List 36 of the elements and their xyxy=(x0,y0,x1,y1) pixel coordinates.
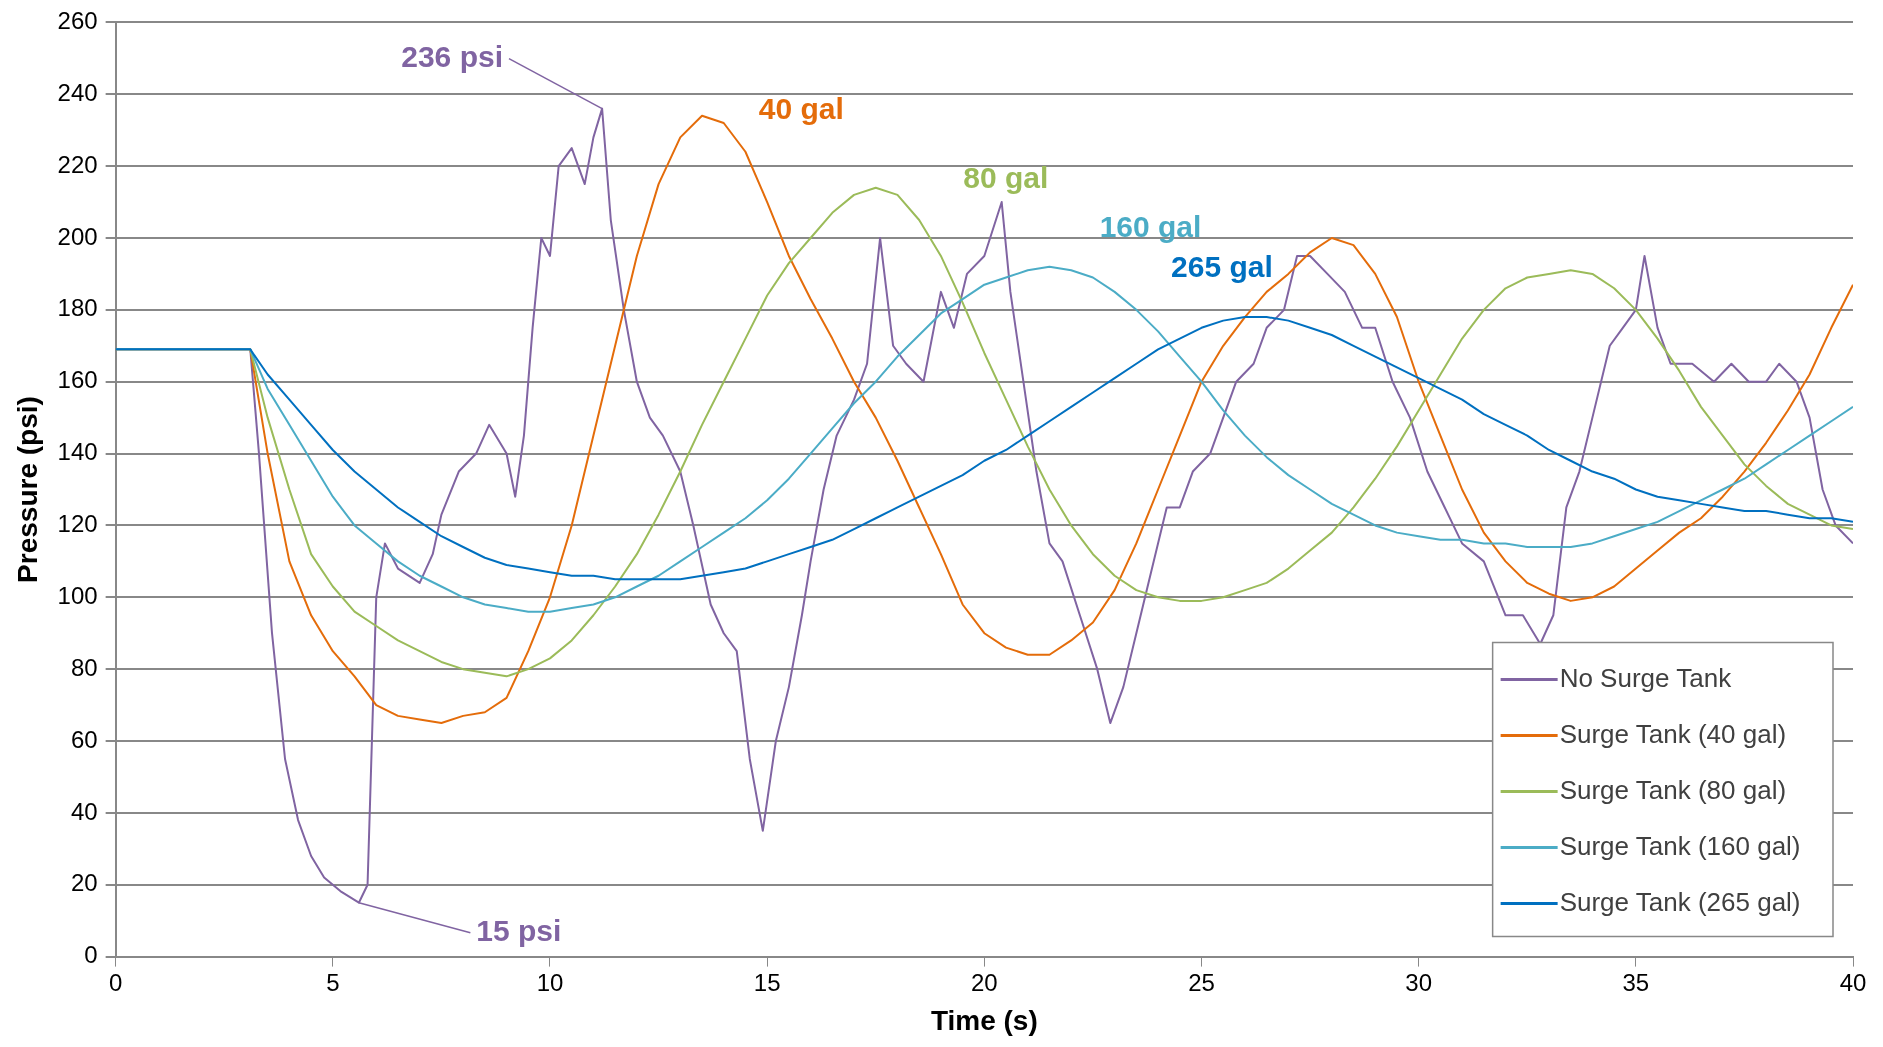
y-tick-label: 180 xyxy=(57,294,98,322)
x-tick-label: 35 xyxy=(1622,968,1650,996)
x-tick-label: 20 xyxy=(970,968,998,996)
annotation: 80 gal xyxy=(963,160,1049,194)
legend-label: Surge Tank (265 gal) xyxy=(1559,886,1801,917)
y-tick-label: 60 xyxy=(70,725,98,753)
x-tick-label: 25 xyxy=(1188,968,1215,996)
x-tick-label: 10 xyxy=(536,968,564,996)
y-tick-label: 0 xyxy=(84,941,98,969)
legend-label: No Surge Tank xyxy=(1559,662,1733,693)
x-tick-label: 0 xyxy=(108,968,123,996)
y-tick-label: 20 xyxy=(70,869,98,897)
x-tick-label: 30 xyxy=(1405,968,1433,996)
x-axis-title: Time (s) xyxy=(930,1004,1038,1036)
legend-label: Surge Tank (40 gal) xyxy=(1559,718,1787,749)
y-tick-label: 40 xyxy=(70,797,98,825)
annotation: 265 gal xyxy=(1171,250,1273,284)
legend-label: Surge Tank (80 gal) xyxy=(1559,774,1787,805)
annotation: 236 psi xyxy=(401,39,503,73)
annotation: 15 psi xyxy=(476,913,562,947)
x-tick-label: 5 xyxy=(326,968,340,996)
y-axis-title: Pressure (psi) xyxy=(11,396,43,583)
y-tick-label: 160 xyxy=(57,366,98,394)
y-tick-label: 140 xyxy=(57,438,98,466)
annotation: 40 gal xyxy=(758,92,844,126)
legend-label: Surge Tank (160 gal) xyxy=(1559,830,1801,861)
y-tick-label: 80 xyxy=(70,653,98,681)
annotation: 160 gal xyxy=(1099,209,1202,243)
y-tick-label: 200 xyxy=(57,222,98,250)
y-tick-label: 220 xyxy=(57,150,98,178)
y-tick-label: 120 xyxy=(57,510,98,538)
x-tick-label: 15 xyxy=(753,968,781,996)
y-tick-label: 260 xyxy=(57,7,98,35)
y-tick-label: 100 xyxy=(57,581,98,609)
x-tick-label: 40 xyxy=(1839,968,1867,996)
y-tick-label: 240 xyxy=(57,78,98,106)
